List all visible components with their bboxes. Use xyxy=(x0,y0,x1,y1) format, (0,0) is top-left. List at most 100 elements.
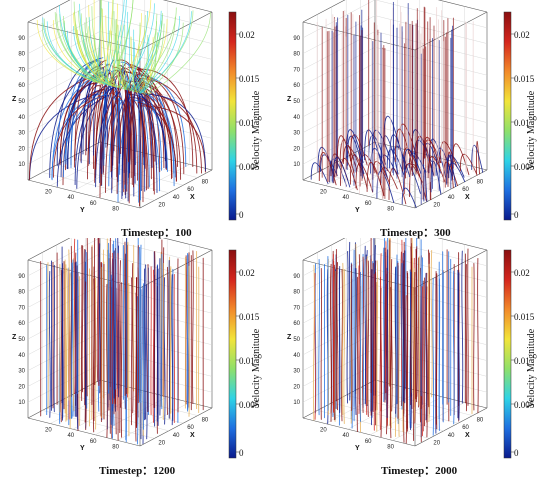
streamline xyxy=(460,154,477,175)
colorbar-tick: 0.005 xyxy=(514,162,534,172)
colorbar-tick: 0.005 xyxy=(239,400,259,410)
y-tick-label: 40 xyxy=(342,433,349,439)
streamline xyxy=(49,271,50,417)
x-tick-label: 80 xyxy=(477,418,484,424)
x-tick-label: 60 xyxy=(462,187,469,193)
gridline xyxy=(303,47,375,85)
colorbar-tick: 0.01 xyxy=(514,356,530,366)
z-tick-label: 40 xyxy=(18,115,25,121)
z-tick-label: 30 xyxy=(293,369,300,375)
y-axis-label: Y xyxy=(80,445,85,452)
streamline xyxy=(474,264,475,411)
gridline xyxy=(303,31,375,69)
gridline xyxy=(57,165,169,193)
colorbar-title: Velocity Magnitude xyxy=(251,91,262,170)
colorbar xyxy=(504,12,511,220)
z-tick-label: 30 xyxy=(293,131,300,137)
x-tick-label: 40 xyxy=(448,195,455,201)
x-tick-label: 40 xyxy=(173,195,180,201)
box-edge xyxy=(375,0,487,12)
z-tick-label: 10 xyxy=(18,400,25,406)
streamline xyxy=(70,274,71,429)
streamline xyxy=(145,265,146,419)
z-axis-label: Z xyxy=(287,334,292,341)
z-tick-label: 10 xyxy=(18,162,25,168)
z-tick-label: 20 xyxy=(293,146,300,152)
box-edge xyxy=(303,142,375,180)
x-tick-label: 80 xyxy=(477,180,484,186)
streamline xyxy=(331,269,332,422)
x-axis-label: X xyxy=(465,432,470,439)
streamline xyxy=(129,27,130,90)
z-tick-label: 90 xyxy=(18,36,25,42)
streamline xyxy=(368,261,369,417)
colorbar-title: Velocity Magnitude xyxy=(251,329,262,408)
y-tick-label: 60 xyxy=(90,439,97,445)
y-tick-label: 20 xyxy=(45,190,52,196)
streamline xyxy=(131,278,132,425)
streamline xyxy=(347,251,348,403)
streamline xyxy=(81,246,82,401)
y-tick-label: 40 xyxy=(67,195,74,201)
box-edge xyxy=(100,238,212,250)
x-axis-label: X xyxy=(190,432,195,439)
colorbar xyxy=(229,250,236,458)
streamline xyxy=(367,257,368,405)
z-tick-label: 50 xyxy=(293,337,300,343)
colorbar-title: Velocity Magnitude xyxy=(526,91,537,170)
colorbar-tick: 0.015 xyxy=(239,312,259,322)
gridline xyxy=(375,79,487,107)
y-axis-label: Y xyxy=(355,445,360,452)
z-axis-label: Z xyxy=(12,96,17,103)
z-tick-label: 80 xyxy=(293,290,300,296)
gridline xyxy=(100,269,212,297)
x-tick-label: 20 xyxy=(158,202,165,208)
colorbar-tick: 0.01 xyxy=(239,118,255,128)
z-tick-label: 70 xyxy=(18,305,25,311)
x-tick-label: 80 xyxy=(202,418,209,424)
box-edge xyxy=(100,0,212,12)
colorbar-tick: 0.015 xyxy=(514,312,534,322)
streamline xyxy=(54,265,55,411)
streamline xyxy=(319,260,320,415)
colorbar xyxy=(229,12,236,220)
x-tick-label: 60 xyxy=(462,425,469,431)
y-tick-label: 60 xyxy=(365,201,372,207)
z-tick-label: 10 xyxy=(293,162,300,168)
streamline xyxy=(313,265,314,420)
y-tick-label: 80 xyxy=(112,444,119,450)
z-tick-label: 30 xyxy=(18,131,25,137)
streamline xyxy=(169,261,170,419)
colorbar-tick: 0.02 xyxy=(239,268,255,278)
z-tick-label: 50 xyxy=(18,337,25,343)
gridline xyxy=(375,63,487,91)
z-tick-label: 80 xyxy=(293,52,300,58)
colorbar xyxy=(504,250,511,458)
colorbar-tick: 0 xyxy=(239,210,244,220)
y-axis-label: Y xyxy=(80,207,85,214)
gridline xyxy=(303,95,375,133)
z-tick-label: 70 xyxy=(18,67,25,73)
gridline xyxy=(375,110,487,138)
gridline xyxy=(375,16,487,44)
gridline xyxy=(375,47,487,75)
streamline xyxy=(468,249,469,405)
y-tick-label: 40 xyxy=(67,433,74,439)
x-tick-label: 60 xyxy=(187,187,194,193)
streamline xyxy=(132,264,133,413)
y-tick-label: 80 xyxy=(112,206,119,212)
colorbar-tick: 0.02 xyxy=(239,30,255,40)
streamline xyxy=(61,270,62,422)
z-tick-label: 80 xyxy=(18,52,25,58)
streamlines xyxy=(311,0,483,207)
gridline xyxy=(375,0,487,28)
z-axis-label: Z xyxy=(287,96,292,103)
box-edge xyxy=(375,238,487,250)
axes-box xyxy=(303,0,487,208)
z-tick-label: 60 xyxy=(293,83,300,89)
colorbar-tick: 0.015 xyxy=(514,74,534,84)
gridline xyxy=(100,348,212,376)
